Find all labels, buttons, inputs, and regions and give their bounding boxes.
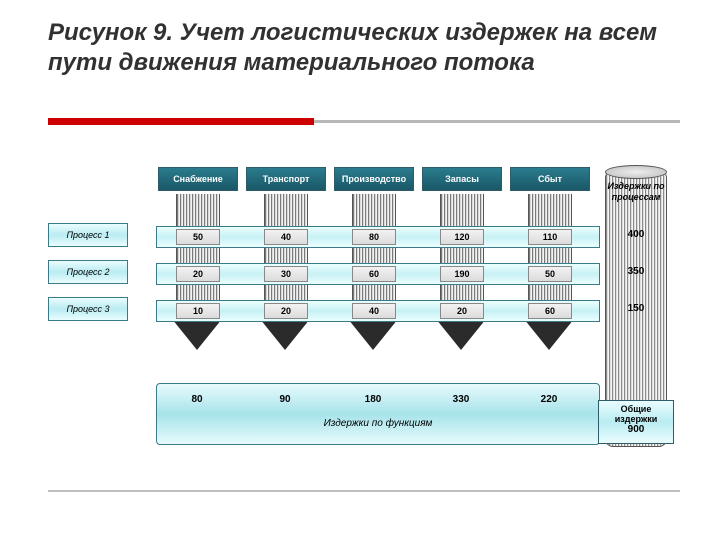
- cell-r3-c4: 20: [440, 303, 484, 319]
- bottom-band: 80 90 180 330 220 Издержки по функциям: [156, 383, 600, 445]
- col-total-4: 330: [441, 394, 481, 405]
- function-header-2: Транспорт: [246, 167, 326, 191]
- process-label-3: Процесс 3: [48, 297, 128, 321]
- page-title: Рисунок 9. Учет логистических издержек н…: [48, 18, 680, 78]
- cell-r3-c1: 10: [176, 303, 220, 319]
- cell-r2-c1: 20: [176, 266, 220, 282]
- function-header-3: Производство: [334, 167, 414, 191]
- right-cyl-label: Издержки по процессам: [606, 181, 666, 203]
- row-total-2: 350: [606, 266, 666, 277]
- function-header-5: Сбыт: [510, 167, 590, 191]
- cell-r3-c5: 60: [528, 303, 572, 319]
- cell-r2-c5: 50: [528, 266, 572, 282]
- row-total-1: 400: [606, 229, 666, 240]
- row-total-3: 150: [606, 303, 666, 314]
- rule-bar: [314, 120, 680, 123]
- bottom-rule: [48, 490, 680, 492]
- grand-total-box: Общие издержки 900: [598, 400, 674, 444]
- col-total-2: 90: [265, 394, 305, 405]
- bottom-band-label: Издержки по функциям: [157, 418, 599, 429]
- grand-label-1: Общие: [599, 404, 673, 414]
- function-header-4: Запасы: [422, 167, 502, 191]
- col-total-1: 80: [177, 394, 217, 405]
- cell-r2-c4: 190: [440, 266, 484, 282]
- cell-r1-c1: 50: [176, 229, 220, 245]
- col-total-3: 180: [353, 394, 393, 405]
- grand-label-2: издержки: [599, 414, 673, 424]
- cell-r1-c3: 80: [352, 229, 396, 245]
- grand-total-value: 900: [599, 424, 673, 435]
- cell-r3-c2: 20: [264, 303, 308, 319]
- cell-r2-c2: 30: [264, 266, 308, 282]
- process-label-1: Процесс 1: [48, 223, 128, 247]
- cell-r3-c3: 40: [352, 303, 396, 319]
- col-total-5: 220: [529, 394, 569, 405]
- function-header-1: Снабжение: [158, 167, 238, 191]
- cell-r1-c4: 120: [440, 229, 484, 245]
- cell-r2-c3: 60: [352, 266, 396, 282]
- process-label-2: Процесс 2: [48, 260, 128, 284]
- accent-bar: [48, 118, 314, 125]
- cell-r1-c2: 40: [264, 229, 308, 245]
- cell-r1-c5: 110: [528, 229, 572, 245]
